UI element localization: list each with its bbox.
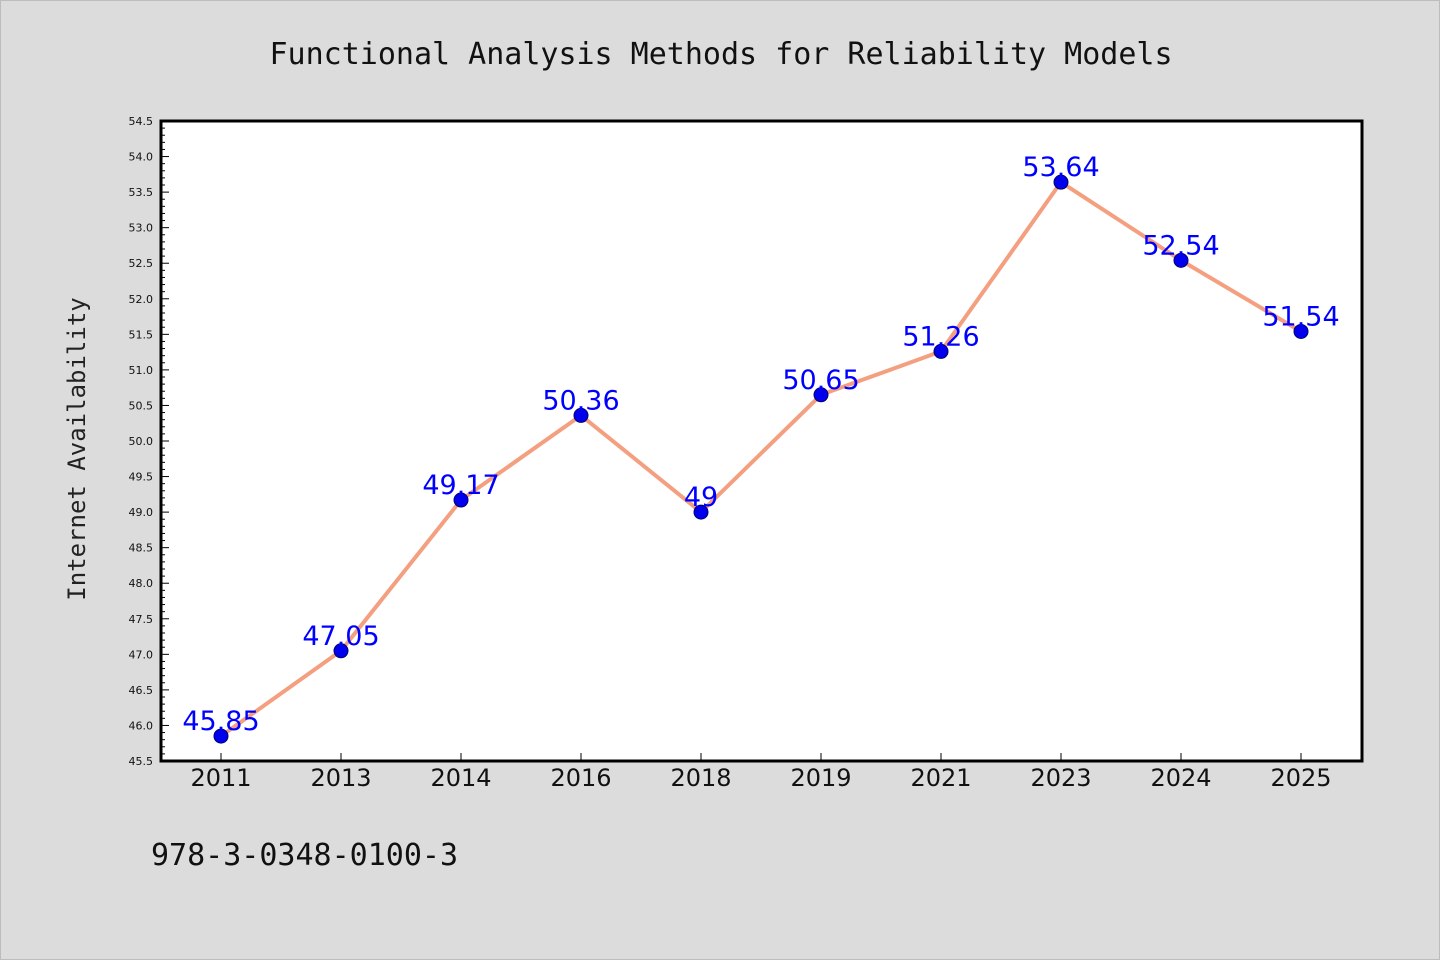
x-tick-label: 2021 bbox=[910, 764, 971, 792]
data-point bbox=[1173, 252, 1189, 268]
x-tick-label: 2018 bbox=[670, 764, 731, 792]
y-tick-label: 48.5 bbox=[129, 542, 154, 555]
y-tick-label: 50.5 bbox=[129, 399, 154, 412]
y-tick-label: 45.5 bbox=[129, 755, 154, 768]
data-label: 45.85 bbox=[182, 706, 259, 737]
y-tick-label: 49.0 bbox=[129, 506, 154, 519]
data-label: 50.36 bbox=[542, 385, 619, 416]
x-tick-label: 2025 bbox=[1270, 764, 1331, 792]
x-tick-label: 2024 bbox=[1150, 764, 1211, 792]
x-tick-label: 2019 bbox=[790, 764, 851, 792]
data-label: 49 bbox=[684, 482, 718, 513]
y-axis: 45.5 46.0 46.5 47.0 47.5 48.0 48.5 49.0 49.5 50.0… bbox=[129, 115, 169, 768]
data-point bbox=[813, 387, 829, 403]
data-point bbox=[573, 407, 589, 423]
y-tick-label: 47.0 bbox=[129, 648, 154, 661]
x-axis: 2011 2013 2014 2016 2018 2019 2021 2023 2024 2025 bbox=[190, 753, 1332, 792]
y-tick-label: 47.5 bbox=[129, 613, 154, 626]
y-tick-label: 54.0 bbox=[129, 151, 154, 164]
y-tick-label: 52.5 bbox=[129, 257, 154, 270]
data-point bbox=[1293, 323, 1309, 339]
isbn-footer: 978-3-0348-0100-3 bbox=[151, 838, 458, 873]
y-axis-label: Internet Availability bbox=[63, 297, 91, 600]
chart-title: Functional Analysis Methods for Reliabil… bbox=[269, 37, 1172, 72]
y-tick-label: 51.5 bbox=[129, 328, 154, 341]
y-tick-label: 49.5 bbox=[129, 471, 154, 484]
y-tick-label: 48.0 bbox=[129, 577, 154, 590]
data-label: 51.26 bbox=[902, 321, 979, 352]
x-tick-label: 2011 bbox=[190, 764, 251, 792]
y-tick-label: 52.0 bbox=[129, 293, 154, 306]
y-tick-label: 50.0 bbox=[129, 435, 154, 448]
data-point bbox=[213, 728, 229, 744]
x-tick-label: 2013 bbox=[310, 764, 371, 792]
data-point bbox=[1053, 174, 1069, 190]
series-line bbox=[219, 180, 1303, 738]
data-label: 50.65 bbox=[782, 365, 859, 396]
x-tick-label: 2023 bbox=[1030, 764, 1091, 792]
y-tick-label: 54.5 bbox=[129, 115, 154, 128]
y-tick-label: 46.0 bbox=[129, 719, 154, 732]
data-label: 47.05 bbox=[302, 621, 379, 652]
y-tick-label: 53.5 bbox=[129, 186, 154, 199]
plot-area bbox=[159, 119, 1364, 763]
data-label: 53.64 bbox=[1022, 152, 1099, 183]
data-label: 49.17 bbox=[422, 470, 499, 501]
y-tick-label: 46.5 bbox=[129, 684, 154, 697]
y-tick-label: 53.0 bbox=[129, 222, 154, 235]
data-label: 52.54 bbox=[1142, 230, 1219, 261]
data-label: 51.54 bbox=[1262, 301, 1339, 332]
data-point bbox=[933, 343, 949, 359]
data-point bbox=[453, 492, 469, 508]
data-point bbox=[333, 643, 349, 659]
x-tick-label: 2014 bbox=[430, 764, 491, 792]
data-point bbox=[693, 504, 709, 520]
y-tick-label: 51.0 bbox=[129, 364, 154, 377]
series-layer: 45.85 47.05 49.17 50.36 49 50.65 51.26 53.64 52.… bbox=[182, 152, 1340, 744]
x-tick-label: 2016 bbox=[550, 764, 611, 792]
